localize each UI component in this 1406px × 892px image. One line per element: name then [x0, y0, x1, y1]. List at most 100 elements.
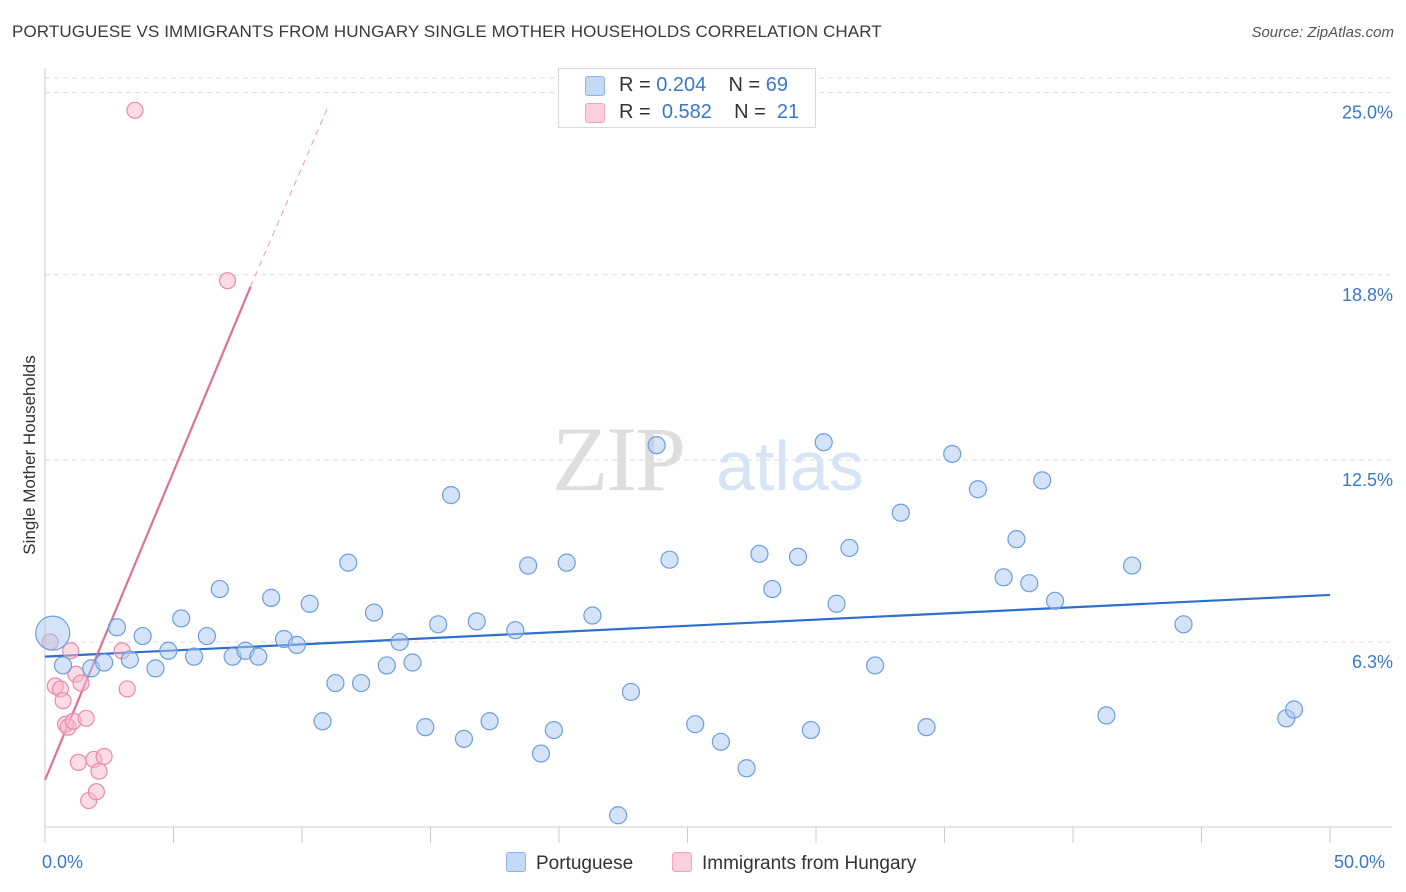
- trend-line-hungary: [43, 286, 252, 781]
- trend-line-portuguese: [44, 593, 1331, 658]
- portuguese-point-38: [557, 553, 576, 572]
- portuguese-point-61: [1020, 574, 1039, 593]
- portuguese-point-15: [249, 647, 268, 666]
- y-tick-label-1: 12.5%: [1342, 470, 1393, 490]
- portuguese-point-50: [801, 720, 820, 740]
- portuguese-point-56: [917, 718, 936, 737]
- legend-text-portuguese: R = 0.204 N = 69: [619, 74, 789, 96]
- portuguese-point-11: [197, 626, 217, 646]
- portuguese-point-51: [814, 433, 833, 452]
- source-label: Source: ZipAtlas.com: [1251, 24, 1394, 41]
- portuguese-point-29: [429, 615, 448, 634]
- watermark-atlas: atlas: [716, 427, 864, 505]
- portuguese-point-21: [326, 673, 345, 693]
- x-tick-label-min: 0.0%: [42, 852, 84, 872]
- portuguese-point-55: [891, 503, 910, 522]
- portuguese-points: [35, 433, 1304, 825]
- legend-r-hungary: 0.582: [661, 101, 712, 123]
- portuguese-point-44: [686, 715, 705, 734]
- portuguese-point-45: [711, 732, 731, 751]
- hungary-point-0: [126, 101, 144, 119]
- portuguese-point-0: [35, 615, 71, 651]
- portuguese-point-28: [416, 718, 435, 737]
- portuguese-point-60: [1007, 530, 1026, 549]
- legend-swatch-hungary: [585, 103, 605, 123]
- grid-lines: [45, 77, 1392, 643]
- portuguese-point-5: [120, 650, 139, 669]
- portuguese-point-12: [210, 579, 229, 599]
- legend-n-portuguese: 69: [765, 74, 789, 96]
- portuguese-point-46: [737, 759, 756, 778]
- portuguese-point-4: [107, 618, 127, 637]
- hungary-point-12: [72, 674, 90, 692]
- legend-n-hungary: 21: [776, 101, 800, 123]
- portuguese-point-35: [519, 556, 538, 575]
- portuguese-point-10: [184, 647, 204, 666]
- portuguese-point-59: [994, 568, 1013, 587]
- hungary-point-16: [87, 783, 106, 801]
- hungary-point-5: [54, 692, 72, 710]
- portuguese-point-22: [339, 553, 358, 572]
- hungary-point-20: [118, 680, 136, 698]
- y-axis-label: Single Mother Households: [20, 355, 39, 555]
- portuguese-point-49: [788, 547, 808, 566]
- portuguese-point-57: [943, 444, 962, 464]
- portuguese-point-58: [968, 480, 988, 499]
- bottom-legend-swatch-portuguese: [506, 852, 526, 872]
- portuguese-point-19: [300, 594, 319, 613]
- portuguese-point-66: [1174, 615, 1193, 634]
- portuguese-point-23: [352, 673, 371, 693]
- y-tick-labels: 6.3% 12.5% 18.8% 25.0%: [1342, 103, 1393, 672]
- portuguese-point-33: [480, 712, 499, 731]
- bottom-legend-swatch-hungary: [672, 852, 692, 872]
- portuguese-point-26: [390, 632, 409, 652]
- legend-swatch-portuguese: [585, 76, 605, 96]
- hungary-point-18: [95, 747, 113, 766]
- hungary-point-8: [62, 642, 80, 660]
- bottom-legend-portuguese: Portuguese: [506, 852, 633, 875]
- legend-text-hungary: R = 0.582 N = 21: [619, 101, 800, 123]
- y-tick-label-0: 6.3%: [1352, 652, 1393, 672]
- portuguese-point-1: [53, 656, 73, 675]
- portuguese-point-63: [1045, 591, 1065, 610]
- portuguese-point-16: [262, 588, 281, 607]
- watermark-zip: ZIP: [552, 408, 684, 510]
- portuguese-point-7: [146, 659, 165, 678]
- y-tick-label-2: 18.8%: [1342, 285, 1393, 305]
- portuguese-point-47: [750, 544, 769, 563]
- hungary-point-11: [69, 753, 88, 771]
- portuguese-point-53: [840, 538, 859, 558]
- portuguese-point-48: [763, 579, 782, 599]
- portuguese-point-3: [95, 653, 114, 672]
- portuguese-point-20: [313, 712, 332, 731]
- hungary-point-17: [90, 762, 108, 780]
- portuguese-point-18: [287, 635, 306, 654]
- hungary-points: [41, 101, 237, 810]
- portuguese-point-24: [364, 603, 384, 622]
- portuguese-point-52: [827, 594, 846, 613]
- portuguese-point-41: [621, 682, 641, 701]
- portuguese-point-42: [647, 436, 666, 455]
- x-tick-label-max: 50.0%: [1334, 852, 1386, 872]
- portuguese-point-6: [133, 626, 152, 646]
- portuguese-point-37: [544, 720, 563, 740]
- portuguese-point-64: [1097, 706, 1116, 725]
- portuguese-point-65: [1123, 556, 1142, 575]
- y-tick-label-3: 25.0%: [1342, 103, 1393, 123]
- portuguese-point-34: [506, 621, 525, 640]
- portuguese-point-43: [660, 550, 679, 569]
- legend-box: R = 0.204 N = 69 R = 0.582 N = 21: [558, 68, 816, 128]
- trend-lines: [43, 107, 1331, 781]
- portuguese-point-9: [172, 609, 191, 628]
- hungary-point-13: [77, 709, 95, 727]
- portuguese-point-62: [1033, 471, 1052, 490]
- portuguese-point-8: [159, 641, 178, 660]
- portuguese-point-27: [403, 653, 422, 672]
- portuguese-point-39: [583, 606, 602, 625]
- watermark: ZIP atlas: [552, 408, 864, 510]
- axes: [44, 68, 1392, 843]
- bottom-legend-hungary: Immigrants from Hungary: [672, 852, 916, 875]
- portuguese-point-68: [1284, 700, 1304, 719]
- portuguese-point-31: [454, 729, 474, 748]
